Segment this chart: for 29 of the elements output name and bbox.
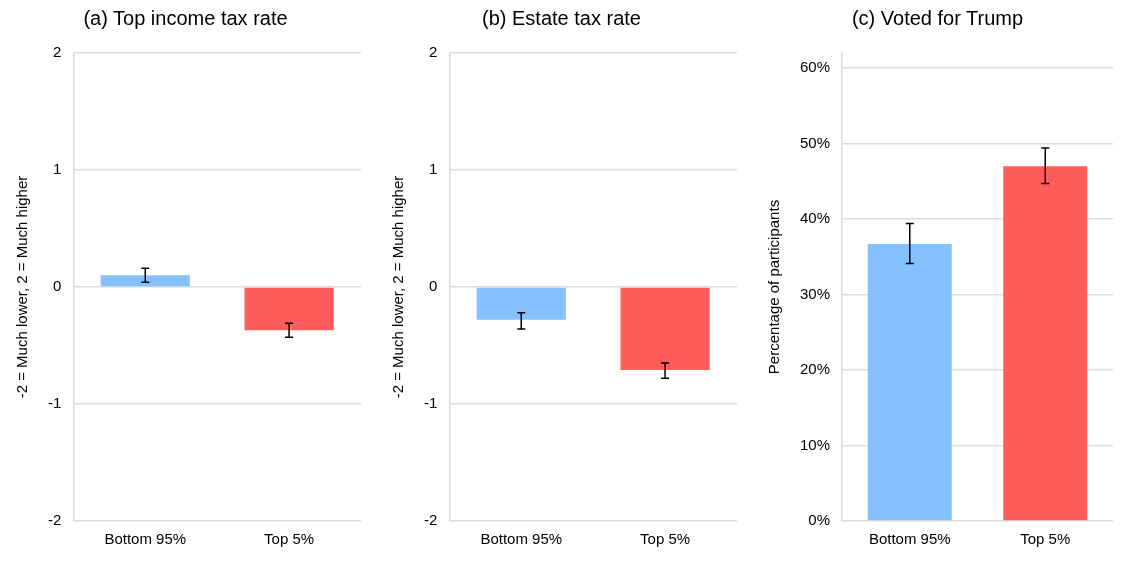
x-tick-label: Top 5% bbox=[640, 530, 691, 548]
y-tick-label: 60% bbox=[799, 58, 831, 76]
y-tick-label: -2 bbox=[423, 511, 438, 529]
x-tick-label: Bottom 95% bbox=[104, 530, 187, 548]
y-tick-label: 40% bbox=[799, 209, 831, 227]
x-tick-label: Bottom 95% bbox=[480, 530, 563, 548]
y-tick-label: -2 bbox=[47, 511, 62, 529]
y-tick-label: 1 bbox=[428, 160, 438, 178]
y-tick-label: 0% bbox=[808, 511, 831, 529]
y-tick-label: 10% bbox=[799, 435, 831, 453]
y-tick-label: 0 bbox=[428, 277, 438, 295]
y-tick-label: 0 bbox=[52, 277, 62, 295]
y-axis-title: Percentage of participants bbox=[765, 199, 783, 375]
y-tick-label: 1 bbox=[52, 160, 62, 178]
chart-title: (a) Top income tax rate bbox=[83, 6, 288, 29]
x-tick-label: Bottom 95% bbox=[868, 530, 951, 548]
y-tick-label: 20% bbox=[799, 360, 831, 378]
chart-title: (c) Voted for Trump bbox=[851, 6, 1024, 29]
x-tick-label: Top 5% bbox=[1020, 530, 1071, 548]
y-tick-label: 30% bbox=[799, 284, 831, 302]
y-tick-label: 2 bbox=[428, 43, 438, 61]
y-tick-label: -1 bbox=[423, 394, 438, 412]
y-tick-label: 50% bbox=[799, 133, 831, 151]
y-tick-label: 2 bbox=[52, 43, 62, 61]
x-tick-label: Top 5% bbox=[264, 530, 315, 548]
y-tick-label: -1 bbox=[47, 394, 62, 412]
y-axis-title: -2 = Much lower, 2 = Much higher bbox=[389, 175, 407, 399]
y-axis-title: -2 = Much lower, 2 = Much higher bbox=[13, 175, 31, 399]
chart-title: (b) Estate tax rate bbox=[482, 6, 641, 29]
